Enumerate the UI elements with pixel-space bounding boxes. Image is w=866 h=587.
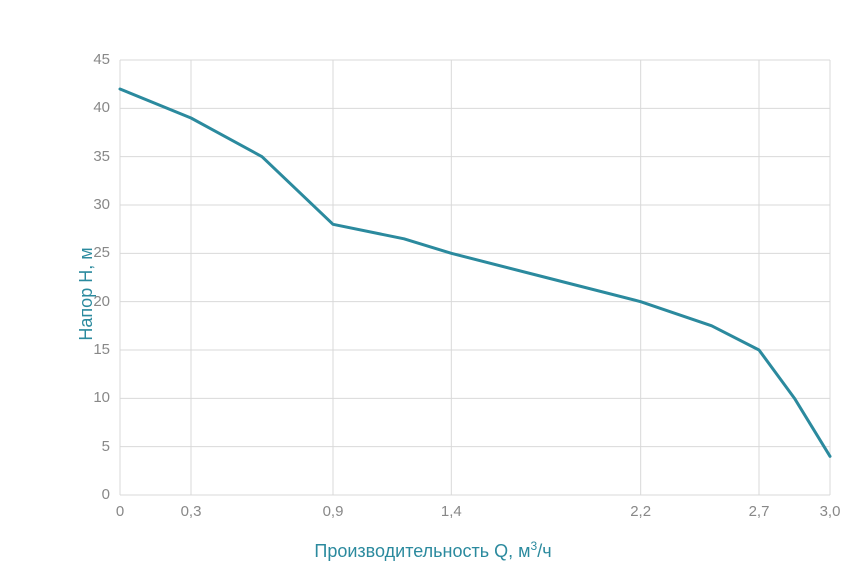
y-tick-label: 10 xyxy=(93,389,110,406)
y-tick-label: 35 xyxy=(93,148,110,165)
x-tick-label: 1,4 xyxy=(436,503,466,520)
pump-curve-chart: Напор H, м Производительность Q, м3/ч 05… xyxy=(0,0,866,587)
y-tick-label: 0 xyxy=(102,486,110,503)
y-tick-label: 5 xyxy=(102,438,110,455)
x-axis-label: Производительность Q, м3/ч xyxy=(0,539,866,562)
y-tick-label: 15 xyxy=(93,341,110,358)
x-tick-label: 0 xyxy=(105,503,135,520)
x-tick-label: 0,9 xyxy=(318,503,348,520)
y-tick-label: 25 xyxy=(93,244,110,261)
x-tick-label: 0,3 xyxy=(176,503,206,520)
x-tick-label: 2,2 xyxy=(626,503,656,520)
chart-svg xyxy=(0,0,866,587)
x-tick-label: 2,7 xyxy=(744,503,774,520)
x-tick-label: 3,0 xyxy=(815,503,845,520)
y-tick-label: 20 xyxy=(93,293,110,310)
y-tick-label: 30 xyxy=(93,196,110,213)
y-tick-label: 40 xyxy=(93,99,110,116)
y-tick-label: 45 xyxy=(93,51,110,68)
x-axis-label-text: Производительность Q, м3/ч xyxy=(314,541,551,561)
